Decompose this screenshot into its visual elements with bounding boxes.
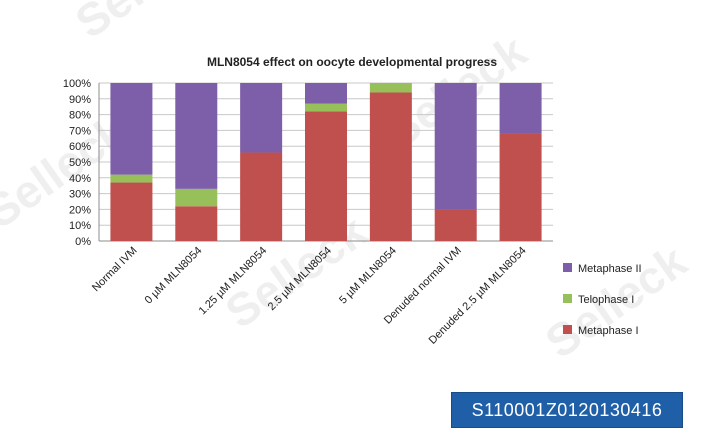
bar-segment — [305, 111, 347, 241]
watermark-logo: Selleck — [66, 0, 226, 48]
bar-segment — [110, 182, 153, 241]
bar-segment — [434, 83, 477, 210]
chart-title: MLN8054 effect on oocyte developmental p… — [207, 55, 497, 69]
legend-swatch — [563, 325, 572, 334]
bar-segment — [175, 83, 218, 189]
bar-segment — [240, 152, 283, 241]
bar-segment — [175, 188, 218, 207]
y-tick-label: 10% — [69, 220, 91, 232]
y-tick-label: 60% — [69, 141, 91, 153]
y-tick-label: 90% — [69, 94, 91, 106]
y-tick-label: 100% — [63, 78, 91, 90]
bar-segment — [369, 83, 412, 93]
y-tick-label: 70% — [69, 125, 91, 137]
bar-segment — [110, 174, 153, 183]
catalog-number-badge: S110001Z0120130416 — [451, 392, 683, 428]
bar-segment — [434, 209, 477, 241]
y-axis-ticks: 0% 10% 20% 30% 40% 50% 60% 70% 80% 90% 100% — [63, 78, 91, 248]
y-tick-label: 50% — [69, 157, 91, 169]
bar-segment — [369, 92, 412, 241]
y-tick-label: 40% — [69, 173, 91, 185]
bar-segment — [305, 103, 347, 112]
x-category-label: 0 µM MLN8054 — [143, 245, 205, 307]
x-category-label: Normal IVM — [90, 245, 140, 295]
y-tick-label: 80% — [69, 110, 91, 122]
y-tick-label: 20% — [69, 204, 91, 216]
legend-label: Metaphase II — [578, 263, 642, 275]
bar-segment — [110, 83, 153, 175]
legend-swatch — [563, 263, 572, 272]
bar-segment — [499, 83, 542, 134]
bar-segment — [305, 83, 347, 104]
legend: Metaphase II Telophase I Metaphase I — [563, 263, 642, 337]
y-tick-label: 0% — [75, 236, 91, 248]
bars — [110, 83, 542, 241]
legend-label: Metaphase I — [578, 325, 639, 337]
bar-segment — [175, 206, 218, 241]
legend-swatch — [563, 294, 572, 303]
bar-segment — [240, 83, 283, 153]
bar-segment — [499, 133, 542, 241]
y-tick-label: 30% — [69, 189, 91, 201]
legend-label: Telophase I — [578, 294, 634, 306]
